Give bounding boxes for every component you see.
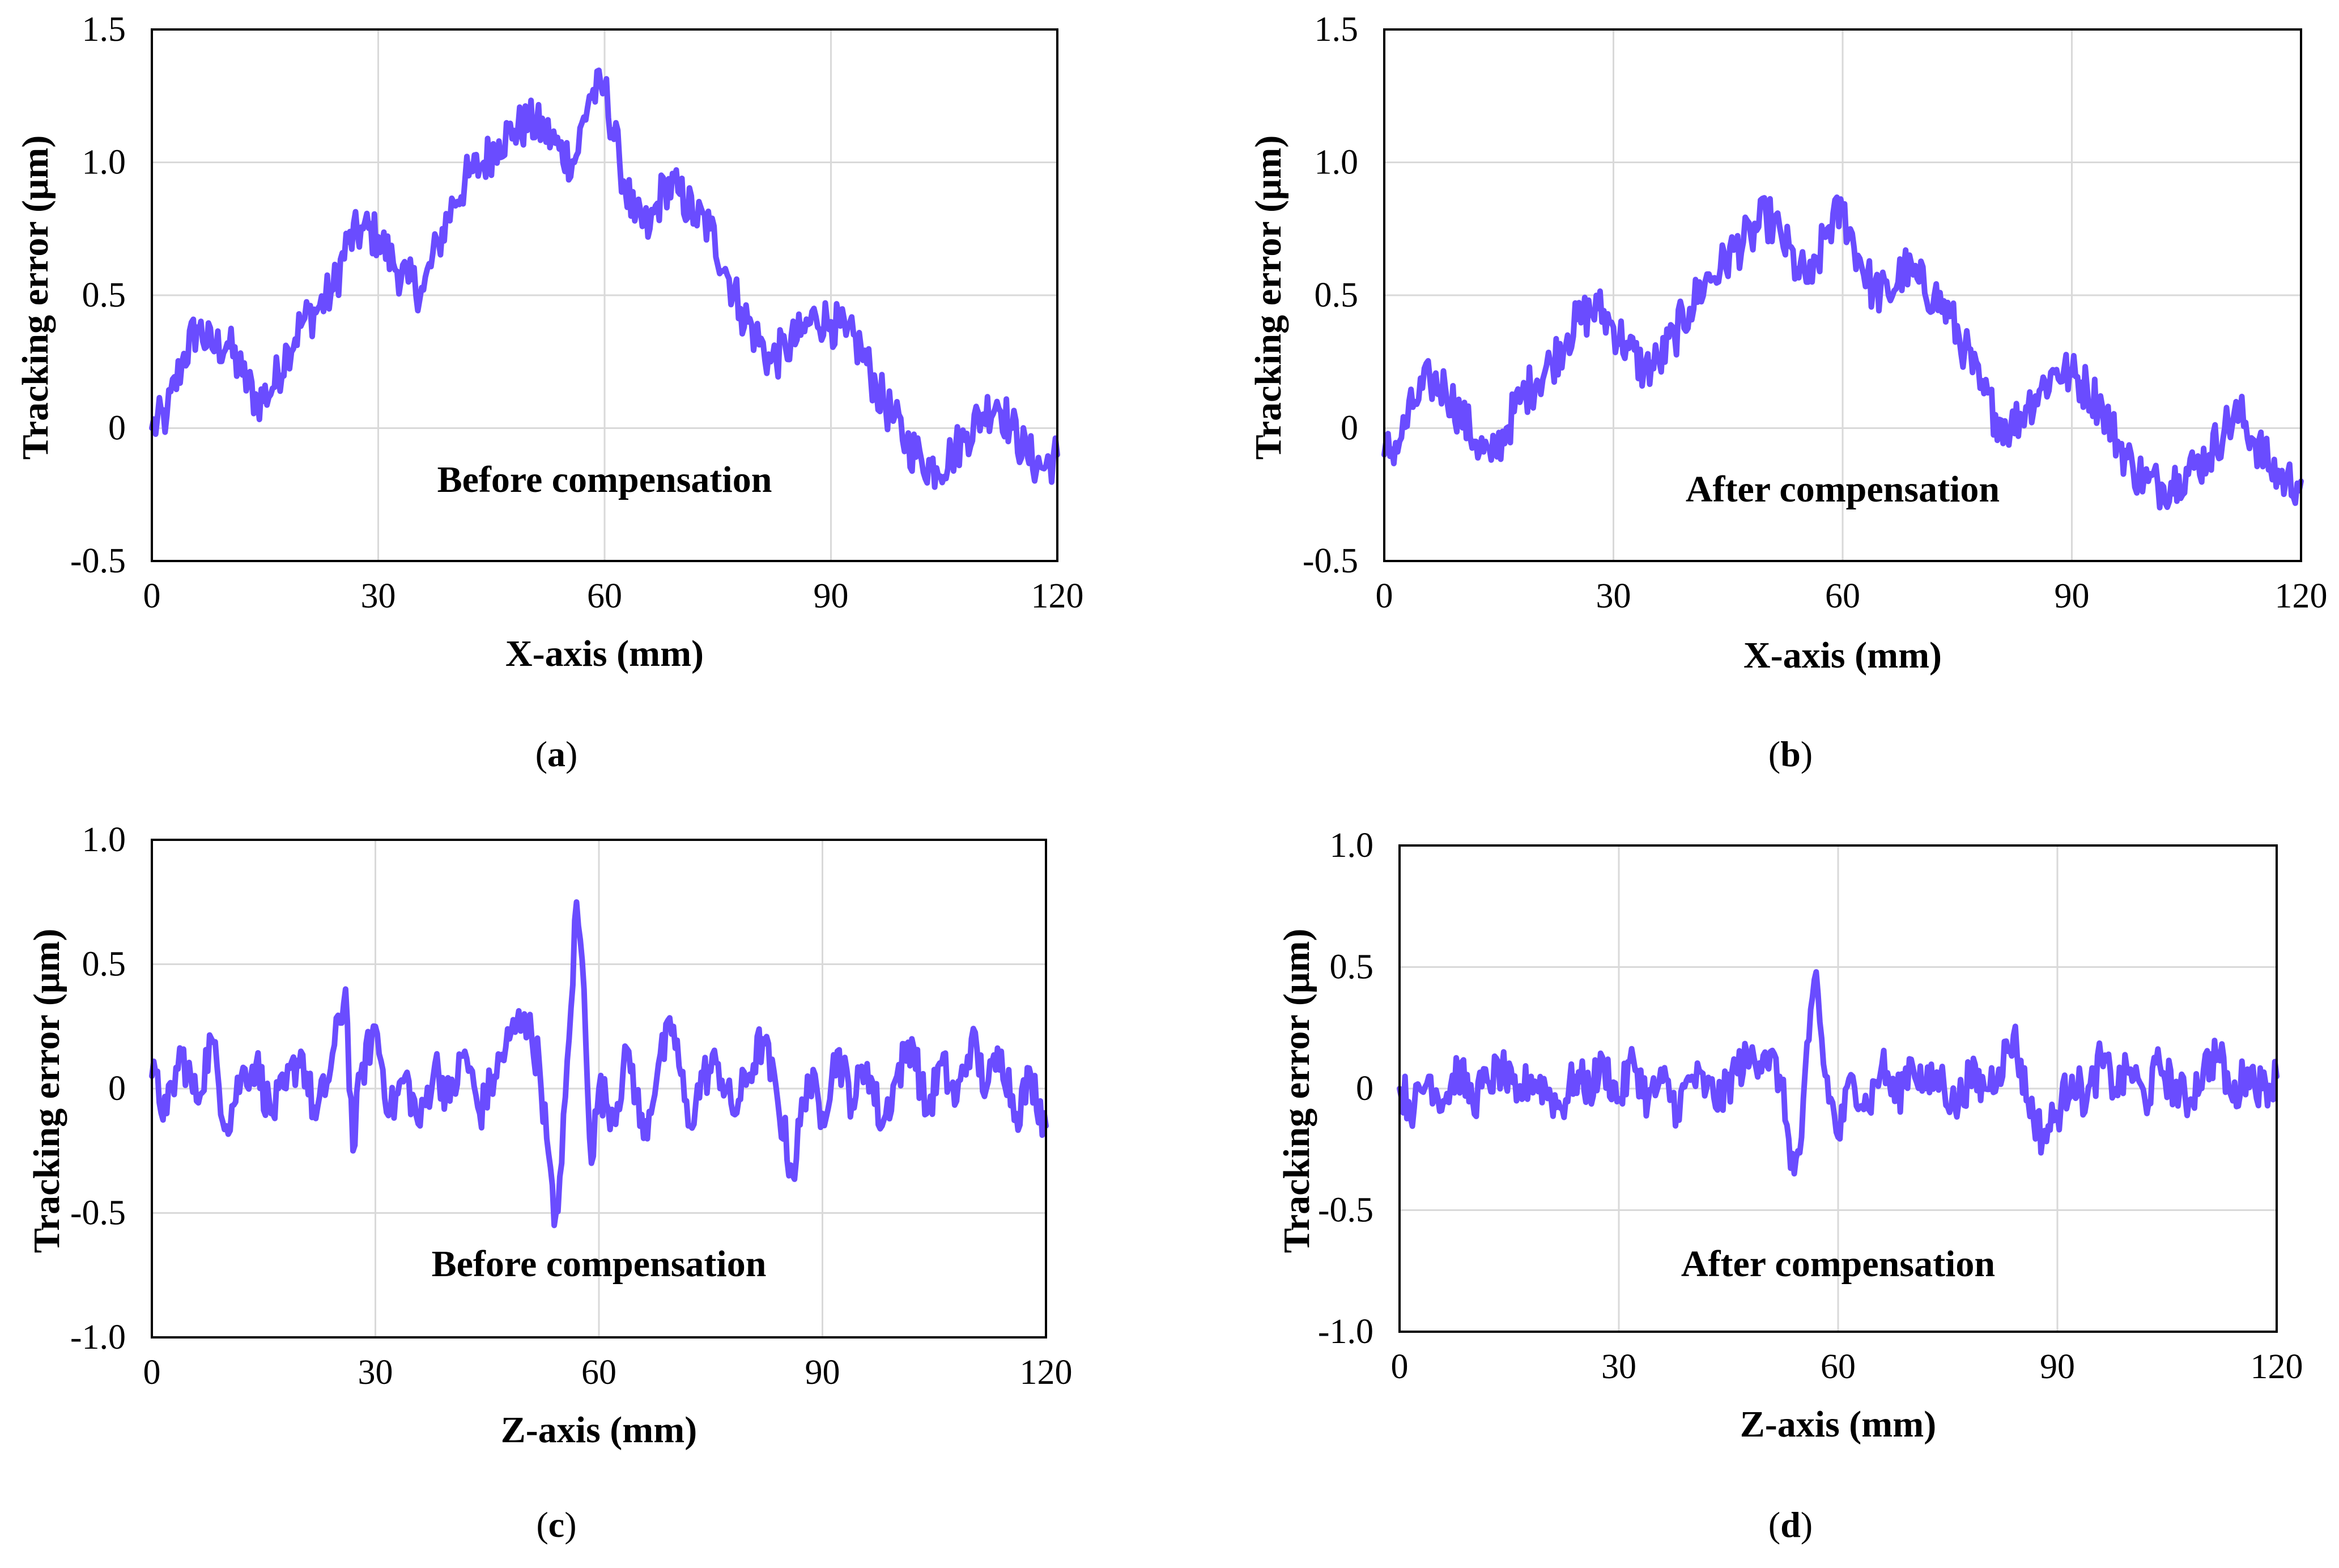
x-tick-label: 120 [1020,1353,1073,1392]
x-tick-label: 60 [1821,1348,1856,1386]
panel-c: 0 30 60 90 120 -1.0 -0.5 0 0.5 1.0 Tracking error … [26,821,1073,1545]
caption-letter: a [547,734,565,774]
y-tick-label: 0 [108,409,126,448]
y-tick-label: -0.5 [1303,542,1358,580]
x-axis-title: Z-axis (mm) [501,1409,697,1451]
y-axis-title: Tracking error (μm) [1276,929,1317,1253]
x-tick-label: 120 [2251,1348,2303,1386]
annotation-label: After compensation [1686,469,2000,510]
annotation-label: Before compensation [432,1243,767,1285]
plot-border [1398,844,2278,1333]
y-tick-label: 0.5 [82,945,126,984]
series-line-tracking-error [1381,194,2304,511]
annotation-label: Before compensation [437,459,772,500]
y-tick-label: 0 [1356,1069,1373,1108]
x-tick-label: 0 [143,1353,161,1392]
x-tick-label: 30 [1596,577,1631,615]
x-tick-label: 60 [581,1353,616,1392]
panel-b: 0 30 60 90 120 -0.5 0 0.5 1.0 1.5 Tracking error (… [1248,10,2328,774]
y-tick-label: -0.5 [70,542,126,580]
y-tick-label: 0 [1341,409,1358,448]
y-tick-label: 0.5 [1330,948,1374,987]
y-tick-label: 0 [108,1069,126,1108]
x-axis-title: X-axis (mm) [505,633,704,674]
x-tick-label: 120 [1031,577,1084,615]
y-tick-label: 1.0 [82,143,126,182]
x-tick-label: 90 [2055,577,2090,615]
plot-border [151,839,1047,1338]
y-tick-label: -0.5 [70,1194,126,1233]
y-tick-label: 1.5 [82,10,126,49]
y-tick-label: -1.0 [1318,1312,1373,1351]
panel-d: 0 30 60 90 120 -1.0 -0.5 0 0.5 1.0 Tracking error … [1276,826,2303,1545]
caption-letter: d [1780,1505,1801,1545]
x-tick-label: 30 [361,577,396,615]
y-axis-title: Tracking error (μm) [15,135,56,460]
panel-caption: (c) [536,1505,576,1545]
plot-border [1383,28,2302,562]
y-tick-label: -1.0 [70,1318,126,1357]
panel-caption: (a) [535,734,578,774]
x-tick-label: 60 [587,577,622,615]
y-tick-label: 1.0 [1330,826,1374,865]
y-axis-title: Tracking error (μm) [1248,135,1289,460]
panel-a: 0 30 60 90 120 -0.5 0 0.5 1.0 1.5 Tracking error (… [15,10,1084,774]
x-tick-label: 0 [143,577,161,615]
series-line-tracking-error [1397,969,2280,1177]
x-tick-label: 90 [805,1353,840,1392]
caption-letter: b [1780,734,1801,774]
x-tick-label: 90 [814,577,849,615]
series-line-tracking-error [149,899,1049,1229]
x-axis-title: Z-axis (mm) [1740,1404,1936,1445]
x-tick-label: 90 [2040,1348,2075,1386]
plot-border [151,28,1058,562]
y-tick-label: -0.5 [1318,1191,1373,1230]
y-axis-title: Tracking error (μm) [26,929,67,1253]
annotation-label: After compensation [1681,1243,1995,1285]
y-tick-label: 0.5 [82,276,126,315]
x-tick-label: 0 [1376,577,1393,615]
panel-caption: (b) [1768,734,1813,774]
x-tick-label: 120 [2275,577,2328,615]
y-tick-label: 0.5 [1315,276,1359,315]
panel-caption: (d) [1768,1505,1813,1545]
y-tick-label: 1.0 [82,821,126,859]
x-tick-label: 30 [358,1353,393,1392]
caption-letter: c [548,1505,564,1545]
x-axis-title: X-axis (mm) [1743,635,1942,676]
y-tick-label: 1.5 [1315,10,1359,49]
y-tick-label: 1.0 [1315,143,1359,182]
x-tick-label: 30 [1601,1348,1636,1386]
series-line-tracking-error [149,67,1060,490]
x-tick-label: 60 [1825,577,1860,615]
x-tick-label: 0 [1391,1348,1409,1386]
